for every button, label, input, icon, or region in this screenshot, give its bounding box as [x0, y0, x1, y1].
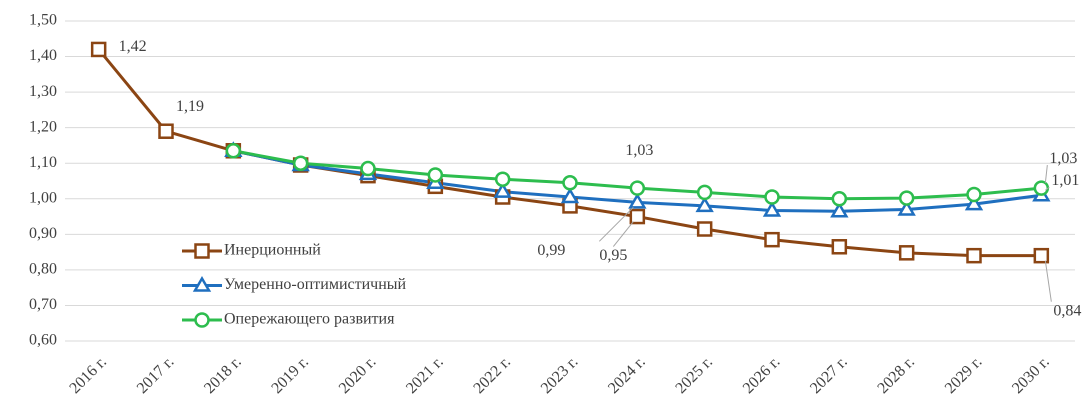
- y-tick-label: 0,90: [29, 225, 57, 242]
- data-point: [629, 180, 646, 196]
- leader-line: [1044, 165, 1048, 184]
- x-tick-label: 2029 г.: [942, 353, 986, 397]
- data-point: [493, 182, 512, 198]
- data-point: [966, 247, 982, 264]
- data-point: [628, 192, 647, 209]
- data-point: [225, 143, 242, 159]
- leader-line: [612, 221, 634, 247]
- data-label: 1,42: [119, 38, 147, 55]
- data-point: [427, 167, 444, 183]
- data-point: [696, 184, 713, 201]
- data-label: 1,19: [176, 98, 204, 115]
- data-label: 0,84: [1053, 302, 1081, 319]
- x-tick-label: 2018 г.: [201, 353, 245, 397]
- data-point: [762, 201, 782, 217]
- data-point: [360, 160, 376, 177]
- y-tick-label: 1,10: [29, 154, 57, 171]
- data-point: [629, 208, 646, 225]
- data-point: [764, 231, 780, 248]
- x-tick-label: 2023 г.: [538, 353, 582, 397]
- data-point: [897, 199, 916, 216]
- data-label: 1,03: [625, 142, 653, 159]
- data-point: [90, 41, 107, 58]
- data-point: [292, 155, 309, 171]
- data-point: [830, 201, 849, 218]
- data-label: 0,99: [537, 242, 565, 259]
- data-label: 0,95: [599, 247, 627, 264]
- y-tick-label: 0,80: [29, 261, 57, 278]
- leader-line: [1044, 260, 1052, 302]
- data-point: [494, 171, 511, 187]
- legend-label: Инерционный: [224, 242, 321, 259]
- data-point: [1033, 247, 1050, 264]
- data-label: 1,03: [1049, 150, 1077, 167]
- x-tick-label: 2024 г.: [605, 353, 649, 397]
- data-point: [831, 191, 848, 207]
- data-point: [562, 175, 578, 191]
- leader-line: [1045, 186, 1050, 191]
- data-point: [695, 196, 714, 213]
- x-tick-label: 2030 г.: [1009, 353, 1053, 397]
- x-tick-label: 2017 г.: [134, 353, 178, 397]
- data-point: [764, 189, 780, 205]
- x-tick-label: 2020 г.: [336, 353, 380, 397]
- x-tick-label: 2026 г.: [740, 353, 784, 397]
- data-point: [158, 123, 174, 139]
- y-tick-label: 0,60: [29, 332, 57, 349]
- leader-line: [598, 206, 634, 242]
- legend-marker: [192, 276, 212, 292]
- data-point: [898, 245, 915, 261]
- legend-label: Умеренно-оптимистичный: [224, 276, 407, 293]
- legend-label: Опережающего развития: [224, 311, 395, 328]
- data-point: [966, 186, 982, 203]
- x-tick-label: 2019 г.: [268, 353, 312, 397]
- data-point: [898, 190, 915, 206]
- y-tick-label: 1,00: [29, 189, 57, 206]
- x-tick-label: 2022 г.: [470, 353, 514, 397]
- x-tick-label: 2016 г.: [66, 353, 110, 397]
- x-tick-label: 2021 г.: [403, 353, 447, 397]
- legend-marker: [194, 243, 210, 259]
- y-tick-label: 1,50: [29, 12, 57, 29]
- data-point: [560, 187, 580, 204]
- data-point: [831, 239, 848, 255]
- y-tick-label: 0,70: [29, 296, 57, 313]
- y-tick-label: 1,20: [29, 118, 57, 135]
- data-point: [964, 194, 984, 211]
- legend-marker: [194, 312, 210, 328]
- x-tick-label: 2028 г.: [874, 353, 918, 397]
- x-tick-label: 2027 г.: [807, 353, 851, 397]
- y-tick-label: 1,40: [29, 47, 57, 64]
- x-tick-label: 2025 г.: [672, 353, 716, 397]
- data-label: 1,01: [1051, 172, 1079, 189]
- data-point: [696, 221, 713, 237]
- data-point: [1033, 180, 1050, 196]
- y-tick-label: 1,30: [29, 83, 57, 100]
